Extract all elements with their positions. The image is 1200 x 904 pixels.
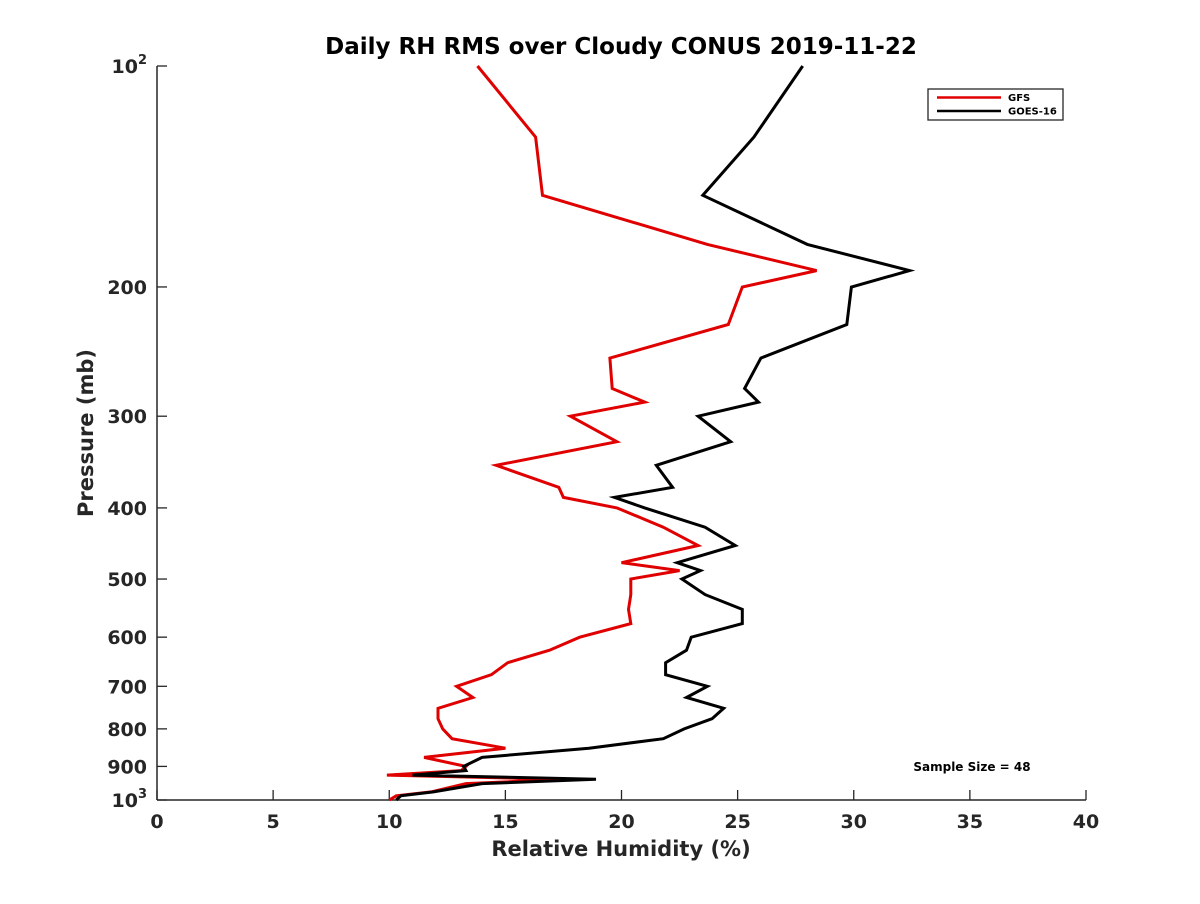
x-tick-label: 35 [957, 811, 983, 833]
y-tick-label: 800 [107, 719, 147, 741]
legend-box [927, 88, 1064, 121]
x-tick-label: 10 [376, 811, 402, 833]
series-line-gfs [386, 65, 817, 802]
chart-title: Daily RH RMS over Cloudy CONUS 2019-11-2… [325, 34, 917, 60]
x-tick-label: 40 [1073, 811, 1099, 833]
y-tick-label: 102 [112, 53, 148, 78]
y-tick-label: 700 [107, 676, 147, 698]
y-tick-label: 103 [112, 787, 148, 812]
legend-label-gfs: GFS [1008, 93, 1030, 104]
y-tick-label: 900 [107, 756, 147, 778]
x-tick-label: 30 [841, 811, 867, 833]
x-tick-label: 0 [150, 811, 163, 833]
series-line-goes-16 [395, 65, 916, 802]
legend: GFS GOES-16 [927, 88, 1064, 121]
y-tick-label: 600 [107, 627, 147, 649]
y-tick-label: 200 [107, 277, 147, 299]
plot-area: 0 5 10 15 20 25 30 35 40 102 200 300 400 500 600 700 800… [107, 53, 1099, 833]
y-tick-label: 400 [107, 498, 147, 520]
x-tick-label: 25 [724, 811, 750, 833]
y-tick-label: 300 [107, 406, 147, 428]
x-tick-label: 20 [608, 811, 634, 833]
legend-label-goes-16: GOES-16 [1008, 107, 1057, 118]
y-tick-label: 500 [107, 569, 147, 591]
x-axis-label: Relative Humidity (%) [491, 837, 750, 861]
y-axis-label: Pressure (mb) [74, 349, 98, 517]
sample-size-annotation: Sample Size = 48 [913, 760, 1030, 774]
x-tick-label: 15 [492, 811, 518, 833]
x-tick-label: 5 [267, 811, 280, 833]
